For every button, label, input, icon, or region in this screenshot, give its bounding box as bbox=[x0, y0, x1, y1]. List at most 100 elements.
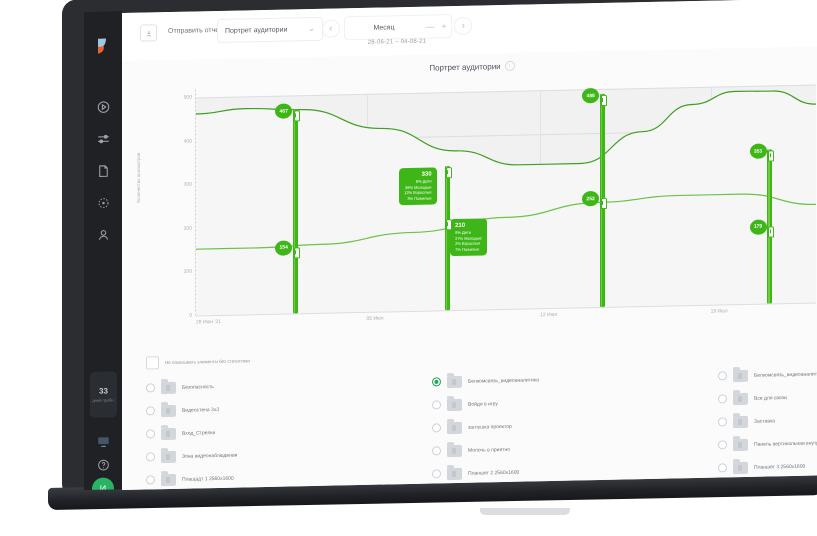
marker-pin[interactable] bbox=[600, 95, 607, 107]
folder-inner-icon bbox=[452, 470, 456, 477]
folder-icon bbox=[733, 415, 748, 428]
list-item[interactable]: Видеостена 3х3 bbox=[146, 398, 237, 423]
marker-bar[interactable] bbox=[292, 109, 298, 314]
trial-badge[interactable]: 33 дней пробн. bbox=[90, 371, 117, 418]
folder-icon bbox=[447, 398, 462, 411]
sliders-icon[interactable] bbox=[94, 129, 112, 147]
list-item[interactable]: Молочь в приятно bbox=[432, 437, 539, 462]
list-item-radio[interactable] bbox=[146, 475, 155, 485]
list-item-radio[interactable] bbox=[146, 383, 155, 393]
list-item-radio[interactable] bbox=[146, 406, 155, 416]
list-item-label: Планшет 3 2560х1600 bbox=[754, 463, 806, 471]
trial-days: 33 bbox=[99, 386, 108, 396]
marker-pin[interactable] bbox=[768, 150, 774, 162]
y-tick: 100 bbox=[183, 268, 192, 276]
list-item[interactable]: Заставка bbox=[718, 408, 817, 433]
list-item[interactable]: Войди в игру bbox=[432, 391, 539, 416]
list-item[interactable]: Белкомсвязь_видеоаналити bbox=[718, 362, 817, 387]
chevron-right-icon[interactable] bbox=[454, 16, 472, 36]
list-item-radio[interactable] bbox=[432, 377, 441, 387]
list-item[interactable]: Зона видеонаблюдения bbox=[146, 444, 237, 469]
value-badge[interactable]: 353 bbox=[749, 143, 767, 159]
folder-inner-icon bbox=[452, 378, 456, 385]
marker-bar[interactable] bbox=[444, 166, 450, 311]
period-minus-button[interactable]: — bbox=[425, 20, 435, 32]
legend-panel: Не показывать элементы без статистики Бе… bbox=[122, 336, 817, 490]
list-item[interactable]: Все для связи bbox=[718, 385, 817, 410]
folder-icon bbox=[161, 450, 176, 463]
monitor-icon[interactable] bbox=[94, 431, 112, 449]
list-item-radio[interactable] bbox=[146, 452, 155, 462]
tooltip-row: 7% Пожилые bbox=[455, 246, 480, 252]
y-tick: 0 bbox=[189, 312, 192, 319]
document-icon[interactable] bbox=[94, 161, 112, 179]
folder-inner-icon bbox=[738, 464, 742, 471]
help-icon[interactable] bbox=[94, 455, 112, 473]
list-item-radio[interactable] bbox=[718, 417, 727, 427]
folder-inner-icon bbox=[738, 395, 742, 402]
play-icon[interactable] bbox=[94, 97, 112, 115]
plot-area: 0 100 200 300 400 500 28 Июн '21 05 Июл 12 Июл 19… bbox=[184, 84, 816, 325]
info-icon[interactable]: i bbox=[504, 60, 515, 71]
folder-inner-icon bbox=[166, 476, 170, 483]
list-item-radio[interactable] bbox=[432, 400, 441, 410]
legend-column-2: Белкомсвязь_видеоаналитика Войди в игру за… bbox=[432, 368, 539, 485]
report-type-value: Портрет аудитории bbox=[225, 26, 288, 35]
folder-inner-icon bbox=[738, 441, 742, 448]
series-area bbox=[196, 91, 816, 316]
list-item-radio[interactable] bbox=[718, 394, 727, 404]
tooltip-row: 3% Пожилые bbox=[407, 195, 432, 201]
folder-inner-icon bbox=[166, 430, 170, 437]
hide-empty-checkbox[interactable] bbox=[146, 356, 159, 370]
list-item-radio[interactable] bbox=[718, 463, 727, 473]
download-icon[interactable] bbox=[140, 24, 157, 42]
legend-column-1: Безопасность Видеостена 3х3 Вход_Стрелки Зо… bbox=[146, 375, 237, 490]
folder-icon bbox=[161, 381, 176, 394]
marker-pin[interactable] bbox=[293, 247, 300, 259]
marker-pin[interactable] bbox=[600, 197, 607, 210]
toolbar: Отправить отчет Портрет аудитории Месяц … bbox=[122, 0, 817, 62]
list-item[interactable]: Вход_Стрелки bbox=[146, 421, 237, 446]
marker-pin[interactable] bbox=[445, 219, 452, 231]
list-item-radio[interactable] bbox=[718, 371, 727, 381]
dashboard-icon[interactable] bbox=[94, 193, 112, 211]
laptop-foot bbox=[480, 508, 570, 515]
list-item[interactable]: Планшет 3 2560х1600 bbox=[718, 454, 817, 479]
list-item-radio[interactable] bbox=[432, 446, 441, 456]
hide-empty-row[interactable]: Не показывать элементы без статистики bbox=[146, 354, 250, 370]
marker-pin[interactable] bbox=[293, 110, 300, 122]
report-type-select[interactable]: Портрет аудитории bbox=[217, 16, 323, 44]
marker-pin[interactable] bbox=[768, 226, 774, 238]
list-item[interactable]: Панель вертикальная внутр bbox=[718, 431, 817, 456]
period-plus-button[interactable]: + bbox=[441, 20, 447, 31]
value-badge[interactable]: 179 bbox=[749, 219, 767, 235]
list-item-label: Плащадт 1 2560х1600 bbox=[182, 475, 234, 483]
chevron-left-icon[interactable] bbox=[322, 19, 340, 38]
folder-icon bbox=[161, 427, 176, 440]
list-item[interactable]: заглушка проектор bbox=[432, 414, 539, 439]
hide-empty-label: Не показывать элементы без статистики bbox=[165, 358, 250, 366]
list-item-radio[interactable] bbox=[146, 429, 155, 439]
period-box[interactable]: Месяц — + bbox=[344, 14, 452, 41]
list-item[interactable]: Безопасность bbox=[146, 375, 237, 400]
chart-curves bbox=[196, 90, 816, 316]
list-item-radio[interactable] bbox=[718, 440, 727, 450]
list-item-radio[interactable] bbox=[432, 469, 441, 479]
folder-icon bbox=[447, 421, 462, 434]
app-logo[interactable] bbox=[95, 37, 111, 57]
list-item[interactable]: Плащадт 1 2560х1600 bbox=[146, 467, 237, 490]
x-tick: 28 Июн '21 bbox=[196, 318, 221, 326]
marker-bar-highlight bbox=[293, 109, 296, 314]
list-item[interactable]: Белкомсвязь_видеоаналитика bbox=[432, 368, 539, 393]
marker-bar-highlight bbox=[445, 166, 448, 311]
avatar[interactable]: И bbox=[92, 477, 114, 491]
list-item-radio[interactable] bbox=[432, 423, 441, 433]
x-tick: 05 Июл bbox=[366, 315, 384, 322]
marker-pin[interactable] bbox=[445, 167, 452, 179]
page-title: Портрет аудитории bbox=[429, 61, 501, 73]
list-item-label: Вход_Стрелки bbox=[182, 429, 216, 437]
trial-label: дней пробн. bbox=[92, 397, 115, 403]
person-icon[interactable] bbox=[94, 225, 112, 243]
list-item-label: Видеостена 3х3 bbox=[182, 406, 220, 414]
folder-icon bbox=[161, 404, 176, 417]
